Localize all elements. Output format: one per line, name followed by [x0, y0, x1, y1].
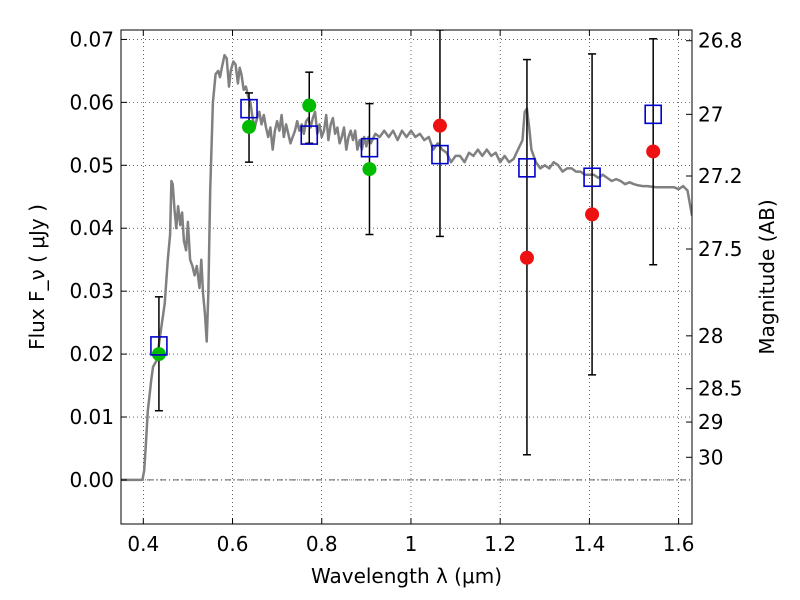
right-tick-label: 27.2 — [698, 164, 743, 188]
right-tick-label: 28 — [698, 324, 723, 348]
y-tick-label: 0.06 — [69, 90, 114, 114]
data-point-circle — [519, 250, 534, 265]
data-point-circle — [362, 162, 377, 177]
data-point-circle — [646, 144, 661, 159]
y-axis-label: Flux F_ν ( μJy ) — [25, 204, 49, 350]
x-axis-label: Wavelength λ (μm) — [311, 564, 502, 588]
model-point-square — [240, 98, 258, 119]
right-tick-label: 26.8 — [698, 29, 743, 53]
model-point-square — [518, 158, 536, 178]
x-tick-label: 1.6 — [663, 532, 695, 556]
right-tick-label: 27.5 — [698, 237, 743, 261]
right-tick-label: 27 — [698, 102, 723, 126]
x-tick-label: 1.2 — [484, 532, 516, 556]
right-tick-label: 30 — [698, 445, 723, 469]
plot-area — [121, 30, 692, 482]
plot-frame — [120, 29, 693, 525]
data-point-circle — [585, 207, 600, 222]
y-tick-label: 0.02 — [69, 342, 114, 366]
y-tick-label: 0.00 — [69, 468, 114, 492]
model-point-square — [150, 336, 168, 356]
data-point-circle — [432, 118, 447, 133]
model-point-square — [583, 167, 601, 188]
x-tick-label: 0.6 — [217, 532, 249, 556]
y-tick-label: 0.07 — [69, 27, 114, 51]
model-spectrum-line — [121, 53, 692, 482]
model-point-square — [431, 144, 449, 165]
model-point-square — [300, 125, 319, 145]
y-tick-label: 0.03 — [69, 279, 114, 303]
right-axis-label: Magnitude (AB) — [755, 199, 779, 354]
y-tick-label: 0.04 — [69, 216, 114, 240]
right-tick-label: 28.5 — [698, 377, 743, 401]
x-tick-label: 0.4 — [127, 532, 159, 556]
y-tick-label: 0.05 — [69, 153, 114, 177]
axes: 0.4 0.6 0.8 1 1.2 1.4 1.6 0.00 0.01 0.02 0.03 0.04 0… — [69, 27, 742, 556]
data-point-circle — [242, 119, 257, 134]
model-point-square — [360, 137, 379, 158]
grid — [121, 30, 692, 524]
data-point-circle — [151, 347, 166, 362]
data-point-circle — [302, 98, 317, 113]
x-tick-label: 0.8 — [306, 532, 338, 556]
x-tick-label: 1.4 — [573, 532, 605, 556]
model-point-square — [644, 104, 662, 125]
y-tick-label: 0.01 — [69, 405, 114, 429]
right-tick-label: 29 — [698, 410, 723, 434]
x-tick-label: 1 — [405, 532, 418, 556]
